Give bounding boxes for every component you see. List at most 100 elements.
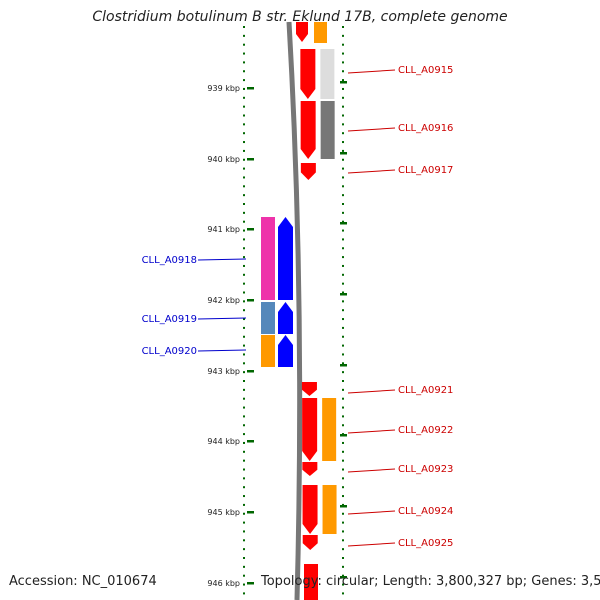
ruler-dot-left (243, 380, 245, 382)
gene-arrow-CLL_A0916 (300, 101, 316, 159)
ruler-dot-right (342, 132, 344, 135)
ruler-dot-right (342, 70, 344, 73)
label-leader-line (347, 510, 396, 515)
ruler-dot-left (243, 185, 245, 188)
genome-backbone (286, 21, 303, 600)
ruler-major-tick (247, 440, 254, 443)
ruler-dot-left (243, 433, 245, 436)
label-leader-line (347, 468, 396, 473)
ruler-major-tick (247, 87, 254, 90)
ruler-dot-left (243, 512, 245, 515)
map-title: Clostridium botulinum B str. Eklund 17B,… (92, 9, 508, 25)
ruler-dot-left (243, 229, 245, 232)
ruler-dot-right (342, 557, 344, 559)
ruler-dot-right (342, 114, 344, 117)
gene-label-CLL_A0916: CLL_A0916 (398, 123, 453, 134)
ruler-major-tick-right (340, 152, 347, 155)
ruler-dot-left (243, 273, 245, 276)
ruler-dot-left (243, 282, 245, 285)
gene-arrow-CLL_A0925 (302, 535, 318, 550)
ruler-dot-right (342, 415, 344, 418)
ruler-dot-left (243, 43, 245, 46)
ruler-dot-right (342, 406, 344, 409)
left-ruler: 939 kbp 940 kbp 941 kbp 942 kbp 943 kbp 944 k… (207, 26, 254, 595)
ruler-dot-left (243, 123, 245, 126)
ruler-dot-right (342, 326, 344, 329)
ruler-dot-left (243, 309, 245, 312)
gene-arrow-CLL_A0921 (301, 382, 317, 396)
genome-summary-text: Topology: circular; Length: 3,800,327 bp… (261, 574, 600, 589)
ruler-dot-right (342, 141, 344, 144)
ruler-tick-label: 941 kbp (207, 225, 240, 234)
ruler-dot-right (342, 574, 344, 577)
ruler-dot-right (342, 468, 344, 471)
gene-track (261, 22, 337, 600)
ruler-dot-left (243, 530, 245, 533)
ruler-dot-right (342, 530, 344, 533)
ruler-dot-right (342, 273, 344, 276)
ruler-major-tick-right (340, 364, 347, 367)
cds-block-CLL_A0924 (322, 485, 337, 534)
label-leader-line (347, 69, 396, 74)
ruler-dot-left (243, 583, 245, 586)
ruler-dot-right (342, 521, 344, 524)
ruler-dot-left (243, 220, 245, 223)
ruler-dot-left (243, 362, 245, 365)
ruler-dot-right (342, 495, 344, 498)
ruler-tick-label: 940 kbp (207, 155, 240, 164)
ruler-dot-left (243, 371, 245, 374)
ruler-dot-left (243, 450, 245, 453)
label-leader-line (197, 258, 247, 261)
ruler-dot-left (243, 300, 245, 303)
ruler-dot-right (342, 397, 344, 400)
ruler-dot-left (243, 105, 245, 108)
cds-block-CLL_A0915 (320, 49, 335, 99)
label-leader-line (197, 317, 247, 320)
ruler-tick-label: 939 kbp (207, 84, 240, 93)
ruler-major-tick (247, 158, 254, 161)
gene-label-CLL_A0925: CLL_A0925 (398, 538, 453, 549)
ruler-dot-right (342, 424, 344, 427)
gene-label-CLL_A0922: CLL_A0922 (398, 425, 453, 436)
gene-arrow-CLL_A0922 (302, 398, 318, 461)
gene-arrow-forward (304, 564, 318, 600)
ruler-dot-left (243, 61, 245, 64)
ruler-dot-right (342, 149, 344, 152)
ruler-dot-right (342, 503, 344, 506)
ruler-dot-right (342, 43, 344, 46)
ruler-dot-right (342, 335, 344, 338)
ruler-dot-right (342, 194, 344, 197)
label-leader-line (347, 542, 396, 547)
ruler-dot-right (342, 158, 344, 161)
ruler-major-tick-right (340, 576, 347, 579)
ruler-dot-right (342, 123, 344, 126)
ruler-dot-left (243, 344, 245, 347)
ruler-tick-label: 942 kbp (207, 296, 240, 305)
ruler-dot-right (342, 459, 344, 462)
ruler-dot-left (243, 539, 245, 542)
ruler-dot-right (342, 247, 344, 250)
ruler-dot-right (342, 282, 344, 285)
ruler-dot-right (342, 318, 344, 321)
ruler-dot-left (243, 521, 245, 524)
cds-block-CLL_A0918 (261, 217, 275, 300)
gene-label-CLL_A0924: CLL_A0924 (398, 506, 453, 517)
ruler-major-tick (247, 511, 254, 514)
ruler-dot-left (243, 318, 245, 321)
ruler-dot-right (342, 34, 344, 37)
ruler-dot-left (243, 477, 245, 480)
cds-block-CLL_A0919 (261, 302, 275, 334)
cds-block-CLL_A0916 (320, 101, 335, 159)
ruler-major-tick-right (340, 434, 347, 437)
ruler-dot-right (342, 96, 344, 99)
ruler-dot-right (342, 380, 344, 382)
ruler-dot-right (342, 300, 344, 303)
gene-arrow-CLL_A0915 (300, 49, 316, 99)
ruler-dot-left (243, 247, 245, 250)
ruler-dot-right (342, 176, 344, 179)
label-leader-line (347, 127, 396, 132)
ruler-dot-left (243, 141, 245, 144)
gene-arrow-CLL_A0923 (302, 462, 318, 476)
ruler-dot-left (243, 238, 245, 241)
